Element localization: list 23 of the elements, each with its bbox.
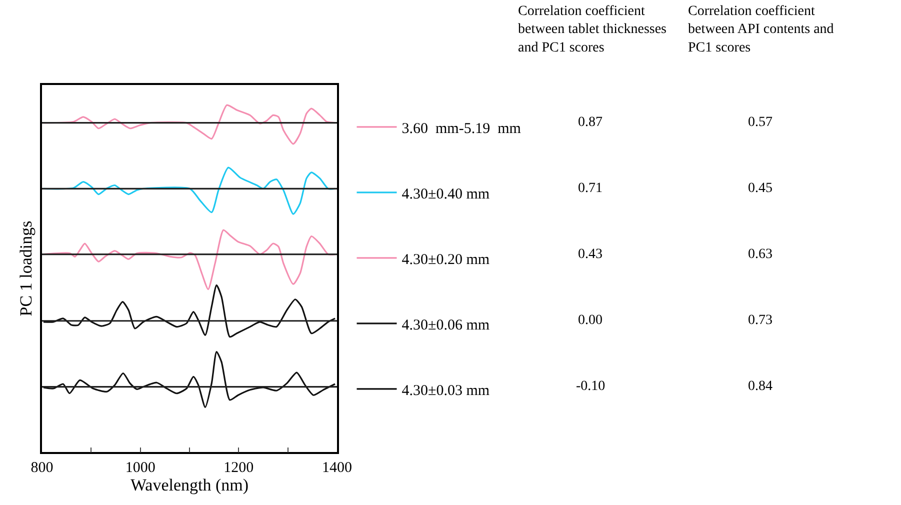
text: 0.43 bbox=[578, 247, 602, 262]
text: 0.00 bbox=[578, 313, 602, 328]
x-tick-label: 1200 bbox=[224, 460, 254, 476]
text: Correlation coefficient between API contents and PC1 scores bbox=[688, 4, 834, 56]
legend-label: 4.30±0.03 mm bbox=[402, 382, 490, 399]
x-tick-label: 1400 bbox=[322, 460, 352, 476]
text: 0.57 bbox=[748, 115, 772, 130]
text: Correlation coefficient between tablet thicknesses and PC1 scores bbox=[518, 4, 667, 56]
legend-label: 3.60 mm-5.19 mm bbox=[402, 120, 522, 137]
text: 0.45 bbox=[748, 181, 772, 196]
text: 0.87 bbox=[578, 115, 602, 130]
legend-label: 4.30±0.40 mm bbox=[402, 186, 490, 202]
x-axis-title: Wavelength (nm) bbox=[130, 476, 249, 495]
text: -0.10 bbox=[576, 379, 606, 394]
y-axis-title: PC 1 loadings bbox=[16, 220, 36, 316]
text: 0.84 bbox=[748, 379, 772, 394]
text: 0.71 bbox=[578, 181, 602, 196]
x-tick-label: 800 bbox=[30, 460, 54, 476]
legend-label: 4.30±0.06 mm bbox=[402, 317, 490, 334]
text: 0.73 bbox=[748, 313, 772, 328]
text: 0.63 bbox=[748, 247, 772, 262]
legend-label: 4.30±0.20 mm bbox=[402, 252, 490, 268]
x-tick-label: 1000 bbox=[125, 460, 156, 476]
